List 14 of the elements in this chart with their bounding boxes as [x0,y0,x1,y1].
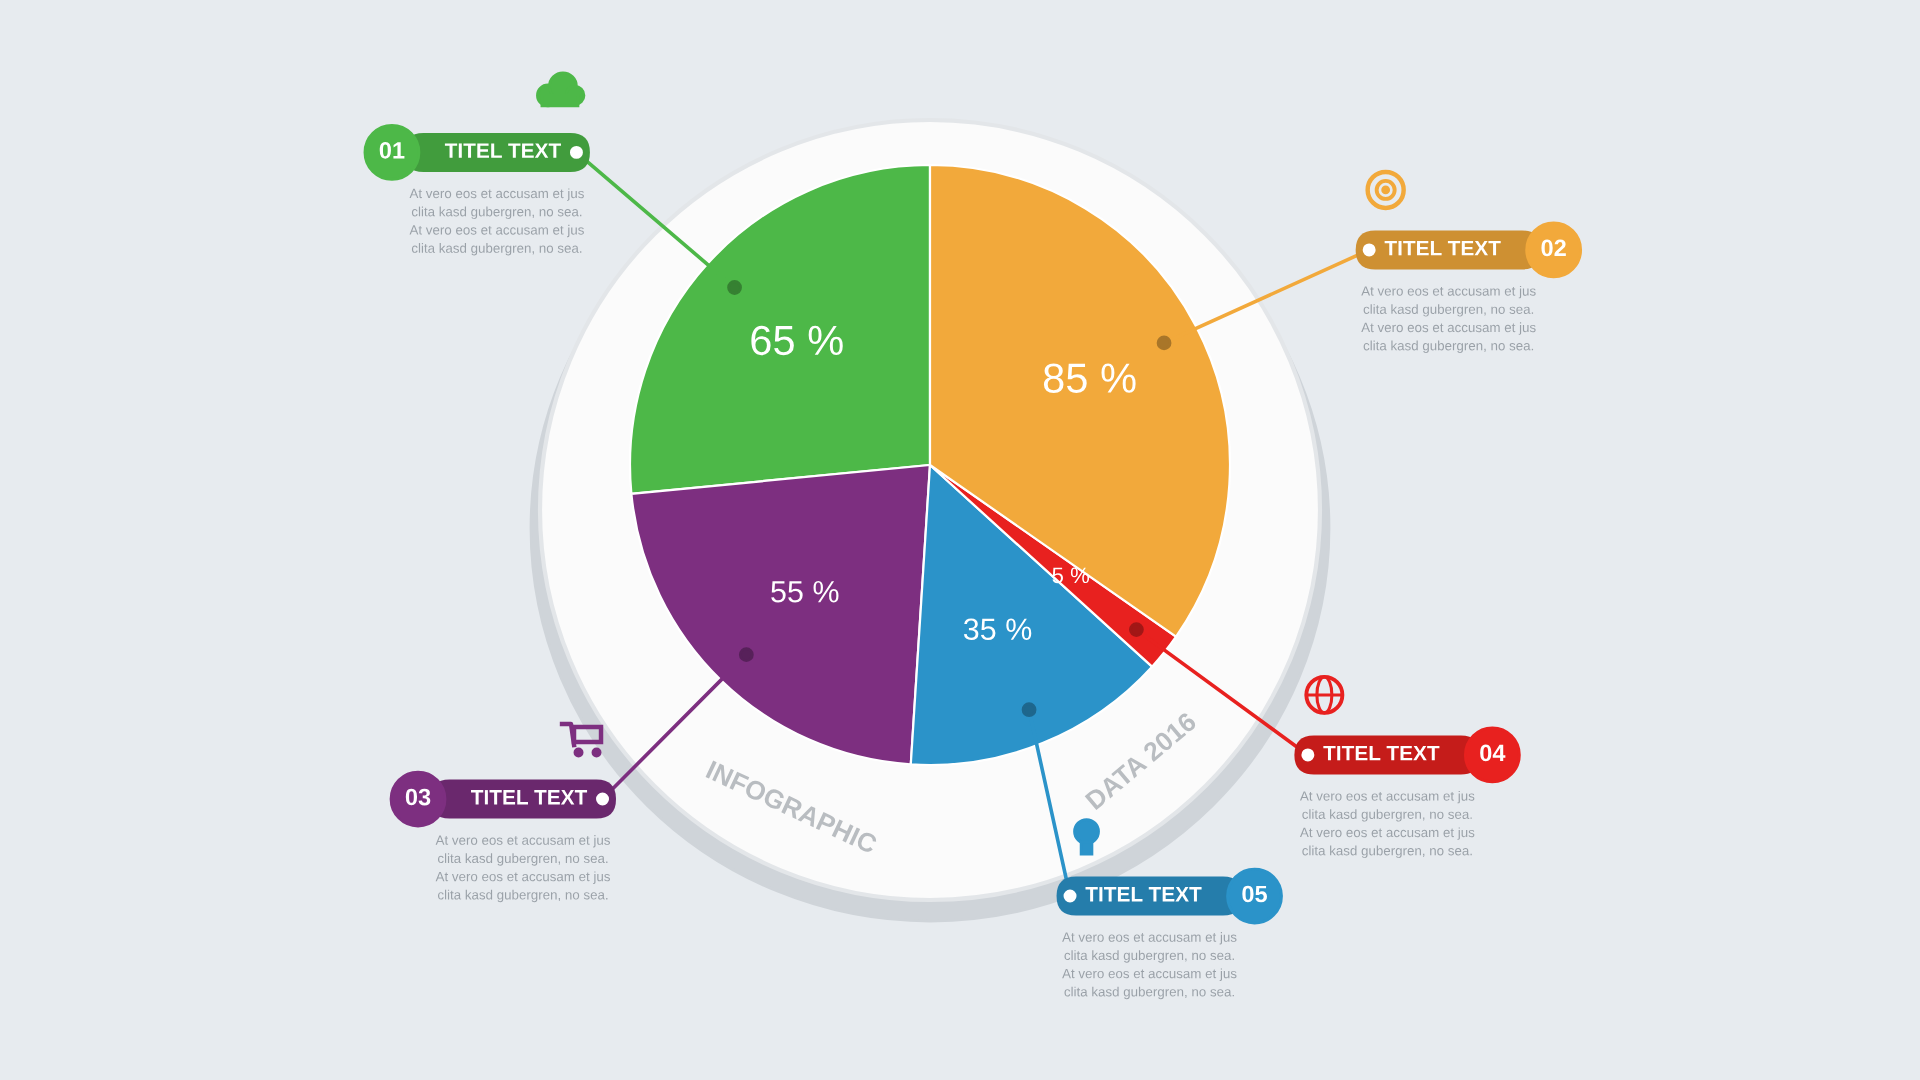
slice-label: TITEL TEXT [471,790,588,805]
slice-label: TITEL TEXT [1384,240,1501,256]
slice-label: TITEL TEXT [444,143,561,158]
text: 01 [379,142,405,159]
data-label: 35 % [963,618,1032,641]
slice-label: TITEL TEXT [1323,745,1440,761]
data-label: 55 % [771,581,839,603]
text: 02 [1541,239,1566,257]
text: 05 [1242,885,1268,903]
text: 03 [405,788,431,806]
data-label: 65 % [751,325,843,356]
slice-label: TITEL TEXT [1085,887,1202,902]
text: 04 [1480,744,1506,762]
data-label: 85 % [1043,363,1136,393]
